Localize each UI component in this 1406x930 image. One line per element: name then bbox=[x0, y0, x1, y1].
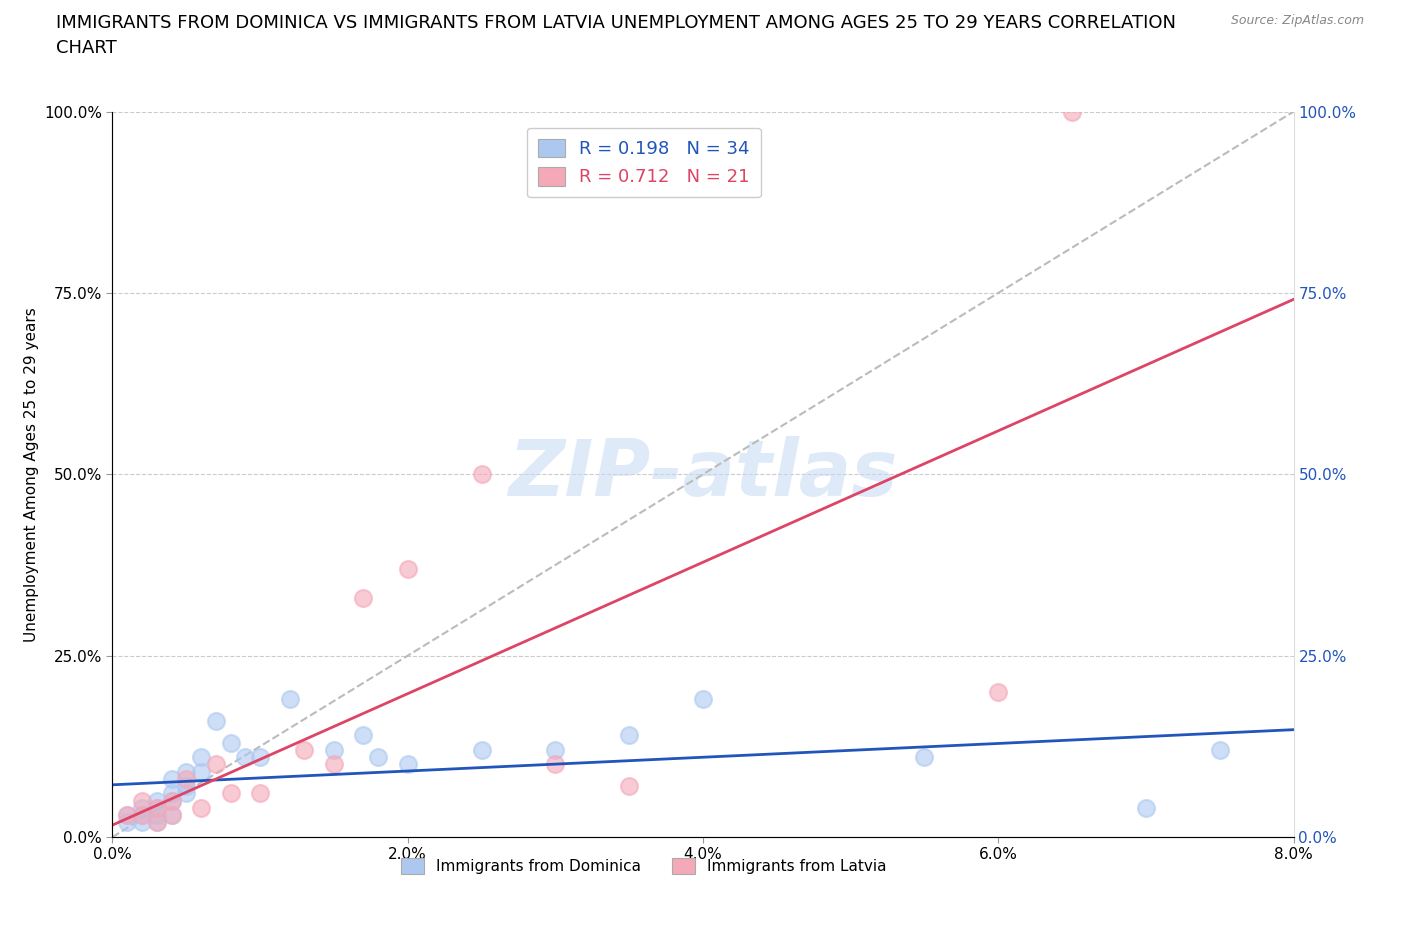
Point bbox=[131, 808, 153, 823]
Point bbox=[219, 786, 242, 801]
Point bbox=[1208, 742, 1232, 757]
Point bbox=[619, 728, 641, 743]
Point bbox=[219, 736, 242, 751]
Point bbox=[914, 750, 936, 764]
Point bbox=[160, 786, 183, 801]
Point bbox=[249, 750, 271, 764]
Point bbox=[619, 778, 641, 793]
Point bbox=[146, 801, 169, 816]
Point bbox=[174, 764, 197, 779]
Point bbox=[471, 742, 494, 757]
Point bbox=[160, 793, 183, 808]
Point bbox=[1135, 801, 1157, 816]
Point bbox=[190, 764, 212, 779]
Legend: Immigrants from Dominica, Immigrants from Latvia: Immigrants from Dominica, Immigrants fro… bbox=[395, 852, 893, 880]
Point bbox=[190, 750, 212, 764]
Point bbox=[205, 757, 228, 772]
Point bbox=[146, 815, 169, 830]
Text: ZIP­atlas: ZIP­atlas bbox=[508, 436, 898, 512]
Point bbox=[131, 808, 153, 823]
Point bbox=[205, 713, 228, 728]
Point bbox=[117, 808, 138, 823]
Point bbox=[117, 808, 138, 823]
Point bbox=[146, 815, 169, 830]
Point bbox=[987, 684, 1010, 699]
Point bbox=[544, 757, 567, 772]
Point bbox=[117, 815, 138, 830]
Point bbox=[131, 815, 153, 830]
Point bbox=[146, 808, 169, 823]
Point bbox=[278, 692, 301, 707]
Text: IMMIGRANTS FROM DOMINICA VS IMMIGRANTS FROM LATVIA UNEMPLOYMENT AMONG AGES 25 TO: IMMIGRANTS FROM DOMINICA VS IMMIGRANTS F… bbox=[56, 14, 1177, 32]
Point bbox=[544, 742, 567, 757]
Point bbox=[131, 801, 153, 816]
Point bbox=[292, 742, 315, 757]
Point bbox=[1062, 104, 1084, 119]
Point bbox=[160, 772, 183, 787]
Point bbox=[692, 692, 714, 707]
Point bbox=[367, 750, 389, 764]
Point bbox=[174, 778, 197, 793]
Point bbox=[174, 772, 197, 787]
Point bbox=[249, 786, 271, 801]
Point bbox=[233, 750, 256, 764]
Point bbox=[323, 742, 346, 757]
Point bbox=[160, 808, 183, 823]
Point bbox=[471, 467, 494, 482]
Point bbox=[174, 786, 197, 801]
Text: Source: ZipAtlas.com: Source: ZipAtlas.com bbox=[1230, 14, 1364, 27]
Point bbox=[160, 808, 183, 823]
Point bbox=[146, 801, 169, 816]
Point bbox=[396, 757, 419, 772]
Point bbox=[323, 757, 346, 772]
Point bbox=[352, 728, 374, 743]
Point bbox=[131, 793, 153, 808]
Text: CHART: CHART bbox=[56, 39, 117, 57]
Point bbox=[396, 561, 419, 576]
Point bbox=[190, 801, 212, 816]
Point bbox=[146, 793, 169, 808]
Point bbox=[160, 793, 183, 808]
Y-axis label: Unemployment Among Ages 25 to 29 years: Unemployment Among Ages 25 to 29 years bbox=[24, 307, 38, 642]
Point bbox=[352, 591, 374, 605]
